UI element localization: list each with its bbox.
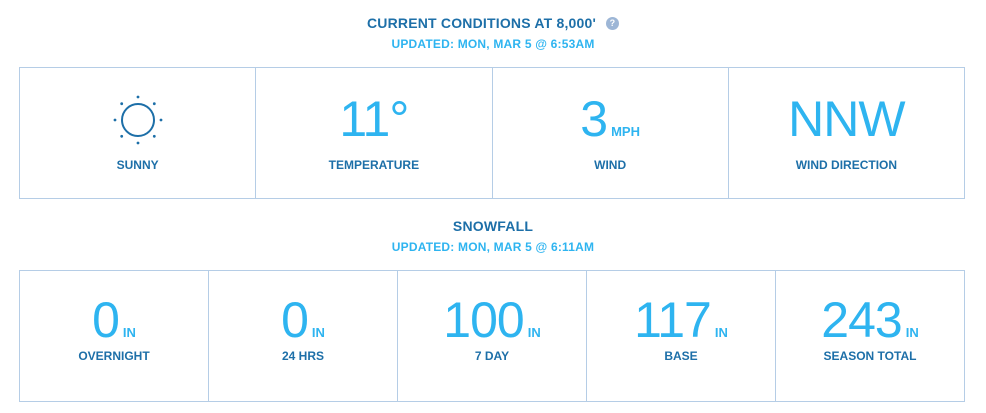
snowfall-display: 100 IN — [398, 293, 586, 360]
conditions-updated: UPDATED: MON, MAR 5 @ 6:53AM — [391, 37, 595, 51]
snowfall-updated: UPDATED: MON, MAR 5 @ 6:11AM — [391, 240, 595, 254]
snowfall-display: 0 IN — [209, 293, 397, 360]
snowfall-label: OVERNIGHT — [78, 349, 150, 363]
weather-label: SUNNY — [116, 158, 159, 172]
snowfall-label: SEASON TOTAL — [823, 349, 917, 363]
snowfall-unit: IN — [714, 325, 728, 340]
snowfall-display: 243 IN — [776, 293, 964, 360]
snowfall-value: 243 — [821, 292, 902, 348]
snowfall-cell-base: 117 IN BASE — [587, 271, 776, 401]
wind-direction-display: NNW — [729, 92, 964, 159]
wind-direction-label: WIND DIRECTION — [795, 158, 898, 172]
wind-direction-value: NNW — [788, 91, 905, 147]
snowfall-cell-7day: 100 IN 7 DAY — [398, 271, 587, 401]
snowfall-value: 0 — [92, 292, 120, 348]
wind-unit: MPH — [611, 124, 640, 139]
snowfall-label: 24 HRS — [281, 349, 325, 363]
snowfall-value: 117 — [634, 292, 712, 348]
snowfall-display: 117 IN — [587, 293, 775, 360]
snowfall-value: 100 — [443, 292, 524, 348]
wind-cell: 3 MPH WIND — [493, 68, 729, 198]
wind-display: 3 MPH — [493, 92, 728, 159]
temperature-value: 11° — [339, 91, 409, 147]
snowfall-title: SNOWFALL — [452, 218, 534, 234]
help-icon[interactable]: ? — [606, 17, 620, 30]
wind-direction-cell: NNW WIND DIRECTION — [729, 68, 964, 198]
snowfall-display: 0 IN — [20, 293, 208, 360]
temperature-cell: 11° TEMPERATURE — [256, 68, 493, 198]
snowfall-cell-24hrs: 0 IN 24 HRS — [209, 271, 398, 401]
conditions-title-row: CURRENT CONDITIONS AT 8,000'? — [0, 15, 986, 31]
temperature-display: 11° — [256, 92, 491, 159]
conditions-title: CURRENT CONDITIONS AT 8,000' — [366, 15, 597, 31]
wind-label: WIND — [594, 158, 627, 172]
snowfall-cell-season-total: 243 IN SEASON TOTAL — [776, 271, 964, 401]
sun-icon — [113, 95, 163, 145]
snowfall-unit: IN — [311, 325, 325, 340]
snowfall-unit: IN — [527, 325, 541, 340]
weather-cell: SUNNY — [20, 68, 257, 198]
snowfall-value: 0 — [281, 292, 309, 348]
temperature-label: TEMPERATURE — [328, 158, 420, 172]
snowfall-label: BASE — [664, 349, 698, 363]
conditions-grid: SUNNY 11° TEMPERATURE 3 MPH WIND NNW WIND… — [19, 67, 965, 199]
snowfall-cell-overnight: 0 IN OVERNIGHT — [20, 271, 209, 401]
snowfall-grid: 0 IN OVERNIGHT 0 IN 24 HRS 100 IN 7 DAY 117… — [19, 270, 965, 402]
snowfall-unit: IN — [905, 325, 919, 340]
snowfall-label: 7 DAY — [474, 349, 510, 363]
snowfall-unit: IN — [122, 325, 136, 340]
wind-value: 3 — [580, 91, 608, 147]
